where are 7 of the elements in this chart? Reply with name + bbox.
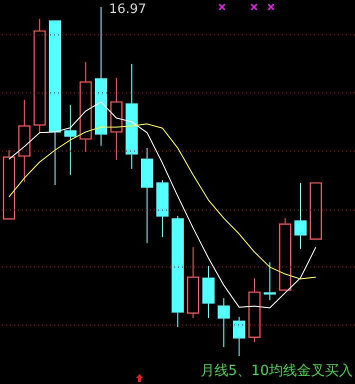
- annotation: 16.97: [109, 2, 146, 17]
- candlestick: [218, 298, 230, 348]
- text: 月线5、10均线金叉买入: [200, 362, 353, 380]
- candlestick: [294, 182, 307, 250]
- candlestick: [64, 104, 76, 176]
- candlestick: [233, 316, 246, 357]
- candlestick: [264, 262, 276, 301]
